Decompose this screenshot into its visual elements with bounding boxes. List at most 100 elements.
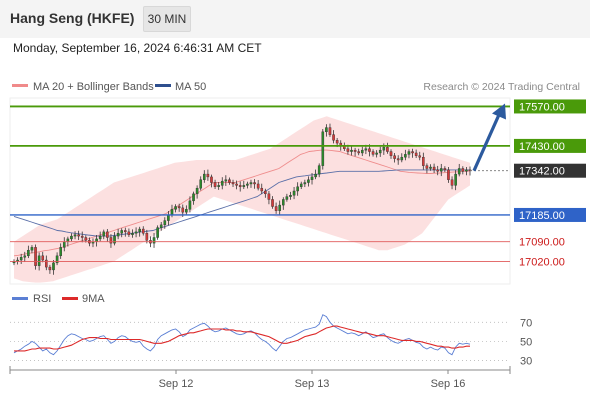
candle (228, 179, 231, 183)
level-label-17020.00: 17020.00 (519, 256, 565, 268)
level-box-17185.00 (514, 207, 586, 222)
candle (364, 148, 368, 151)
candle (386, 147, 389, 152)
candle (314, 173, 317, 178)
candle (317, 165, 321, 175)
candle (368, 148, 371, 152)
candle (55, 255, 59, 264)
candle (292, 190, 296, 196)
projection-arrow-head (492, 103, 506, 120)
candle (414, 152, 418, 156)
candle (357, 151, 360, 154)
rsi-legend-swatch (12, 297, 28, 300)
candle (120, 230, 124, 234)
candle (37, 255, 41, 266)
candle (271, 199, 274, 207)
candle (138, 228, 141, 233)
rsi-ma-legend-swatch (62, 297, 78, 300)
candle (156, 227, 159, 238)
rsi-tick-label-70: 70 (520, 317, 532, 329)
level-box-17430.00 (514, 138, 586, 153)
candle (62, 241, 66, 248)
candle (253, 182, 256, 185)
candle (457, 168, 461, 175)
timestamp: Monday, September 16, 2024 6:46:31 AM CE… (13, 41, 262, 55)
candle (285, 196, 289, 200)
candle (378, 149, 382, 154)
candle (307, 179, 310, 183)
level-box-17342.00 (514, 163, 586, 178)
candle (393, 155, 396, 159)
candle (396, 158, 400, 161)
candle (422, 156, 425, 166)
ma50-line (13, 169, 470, 237)
candle (454, 173, 457, 186)
candle (177, 206, 181, 209)
candle (167, 214, 170, 221)
candle (23, 255, 27, 258)
candle (443, 168, 447, 171)
candle (299, 183, 303, 187)
candle (59, 247, 62, 257)
candle (45, 259, 48, 268)
ma20-legend-swatch (12, 84, 28, 87)
rsi-area (10, 308, 510, 370)
candle (238, 185, 242, 187)
candle (145, 233, 149, 241)
candle (159, 224, 163, 228)
candle (328, 127, 332, 135)
candle (325, 127, 328, 133)
projection-arrow-line (472, 111, 502, 172)
candle (48, 266, 52, 271)
bollinger-band (14, 116, 470, 283)
candle (260, 187, 264, 192)
candle (281, 199, 285, 206)
candle (192, 193, 195, 202)
candle (404, 154, 407, 158)
candle (432, 166, 436, 171)
chart-header: Hang Seng (HKFE) 30 MIN (0, 0, 590, 38)
level-label-17090.00: 17090.00 (519, 237, 565, 249)
rsi-legend-label: RSI (33, 293, 51, 305)
candle (152, 237, 156, 244)
candle (181, 207, 185, 213)
candle (80, 235, 84, 238)
rsi-plot: 70 50 30 (10, 308, 532, 370)
instrument-title: Hang Seng (HKFE) (10, 10, 135, 26)
candle (353, 149, 357, 152)
candle (109, 237, 113, 244)
candle (400, 156, 404, 161)
ma50-legend-label: MA 50 (175, 81, 206, 93)
rsi-line (13, 314, 471, 356)
candle (418, 155, 422, 158)
candle (188, 200, 192, 210)
candle (174, 206, 177, 210)
candle (185, 209, 188, 213)
timeframe-button[interactable]: 30 MIN (143, 6, 191, 32)
candle (350, 149, 353, 152)
candle (102, 231, 106, 237)
candle (461, 168, 465, 172)
x-tick-label-Sep 16: Sep 16 (431, 378, 466, 390)
candle (195, 187, 199, 195)
candle (202, 173, 206, 180)
candle (267, 193, 271, 200)
candle (116, 233, 120, 237)
candle (382, 147, 386, 151)
candle (106, 231, 109, 238)
candle (303, 182, 307, 185)
candle (411, 151, 414, 154)
candle (98, 235, 102, 240)
x-tick-label-Sep 12: Sep 12 (159, 378, 194, 390)
candle (113, 235, 116, 244)
candle (346, 148, 350, 152)
x-axis: Sep 12 Sep 13 Sep 16 (9, 366, 511, 390)
candle (210, 176, 213, 183)
level-label-17342.00: 17342.00 (519, 166, 565, 178)
candle (256, 183, 260, 189)
ma50-legend-swatch (155, 84, 171, 87)
candle (371, 151, 375, 155)
main-plot: 17570.00 17430.00 17342.00 17185.00 17090.00… (9, 97, 586, 285)
candle (170, 209, 174, 216)
